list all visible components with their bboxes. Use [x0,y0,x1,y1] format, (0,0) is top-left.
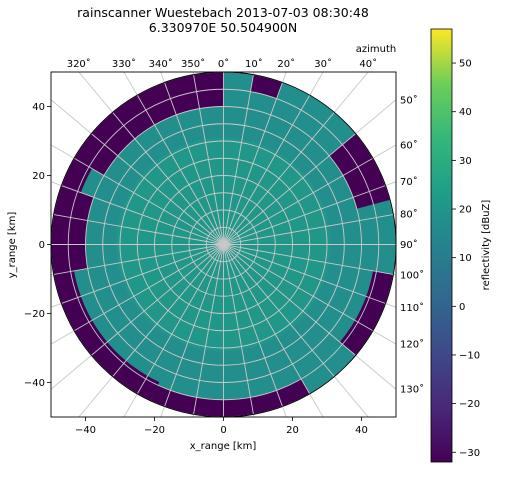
colorbar-tick-label: 40 [459,107,472,118]
azimuth-line-70 [223,181,396,245]
azimuth-line-280 [51,213,224,245]
azimuth-line-290 [51,181,224,245]
azimuth-line-80 [223,213,396,245]
azimuth-line-190 [192,244,224,417]
x-tick-label: 40 [355,425,368,436]
azimuth-line-210 [123,244,224,417]
azimuth-line-350 [192,72,224,245]
colorbar-tick-label: 0 [459,302,465,313]
x-tick-label: 0 [220,425,226,436]
azimuth-line-30 [223,72,324,245]
azimuth-label-top: 350˚ [181,58,205,70]
azimuth-line-200 [160,244,224,417]
azimuth-line-300 [51,144,224,245]
azimuth-labels-right: 50˚ 60˚ 70˚ 80˚ 90˚ 100˚ 110˚ 120˚ 130˚ [400,94,424,395]
colorbar: −30 −20 −10 0 10 20 30 40 50 reflectivity [dBuZ] [430,28,492,463]
azimuth-line-240 [51,244,224,345]
azimuth-line-120 [223,244,396,345]
x-tick-label: 20 [286,425,299,436]
colorbar-ticks: −30 −20 −10 0 10 20 30 40 50 [452,59,480,459]
azimuth-label-top: 330˚ [112,58,136,70]
azimuth-label-right: 60˚ [400,139,418,151]
y-tick-label: 0 [39,240,45,251]
no-echo-sector-4 [329,133,391,209]
y-axis: −40 −20 0 20 40 [24,102,51,389]
azimuth-labels-top: 320˚ 330˚ 340˚ 350˚ 0˚ 10˚ 20˚ 30˚ 40˚ [67,58,377,70]
azimuth-line-310 [51,99,224,245]
azimuth-line-260 [51,244,224,276]
azimuth-label-top: 340˚ [149,58,173,70]
azimuth-label-right: 130˚ [400,384,424,396]
y-tick-label: 40 [32,102,45,113]
colorbar-tick-label: −30 [459,448,480,459]
no-echo-sector-2 [150,378,310,417]
x-axis: −40 −20 0 20 40 [75,417,368,436]
no-echo-sector-6 [250,74,283,99]
azimuth-line-170 [223,244,255,417]
azimuth-line-40 [223,72,369,245]
colorbar-tick-label: 10 [459,253,472,264]
no-echo-sector-5 [339,270,394,356]
azimuth-line-110 [223,244,396,308]
azimuth-line-60 [223,144,396,245]
chart-title-line-2: 6.330970E 50.504900N [149,20,297,35]
azimuth-line-50 [223,99,396,245]
azimuth-label-top: 20˚ [277,58,295,70]
azimuth-label-top: 30˚ [314,58,332,70]
azimuth-line-20 [223,72,287,245]
azimuth-line-340 [160,72,224,245]
azimuth-label-top: 320˚ [67,58,91,70]
azimuth-line-230 [51,244,224,390]
azimuth-line-320 [78,72,224,245]
y-tick-label: −20 [24,309,45,320]
azimuth-label-top: 40˚ [359,58,377,70]
azimuth-label-right: 120˚ [400,339,424,351]
azimuth-label-right: 80˚ [400,209,418,221]
azimuth-line-100 [223,244,396,276]
azimuth-axis-title: azimuth [356,44,397,55]
azimuth-line-150 [223,244,324,417]
azimuth-label-right: 90˚ [400,239,418,251]
x-tick-label: −40 [75,425,96,436]
azimuth-line-10 [223,72,255,245]
colorbar-tick-label: 50 [459,59,472,70]
azimuth-line-220 [78,244,224,417]
azimuth-line-140 [223,244,369,417]
azimuth-line-130 [223,244,396,390]
colorbar-tick-label: −10 [459,350,480,361]
azimuth-label-top: 10˚ [245,58,263,70]
x-tick-label: −20 [144,425,165,436]
y-tick-label: 20 [32,171,45,182]
no-echo-sector-0 [74,72,224,176]
azimuth-line-250 [51,244,224,308]
azimuth-label-top: 0˚ [218,58,229,70]
y-tick-label: −40 [24,378,45,389]
colorbar-label: reflectivity [dBuZ] [481,200,492,291]
colorbar-gradient [430,28,453,463]
azimuth-label-right: 110˚ [400,302,424,314]
azimuth-label-right: 100˚ [400,269,424,281]
azimuth-label-right: 50˚ [400,94,418,106]
chart-title-line-1: rainscanner Wuestebach 2013-07-03 08:30:… [77,5,369,20]
colorbar-tick-label: −20 [459,399,480,410]
colorbar-tick-label: 20 [459,205,472,216]
azimuth-label-right: 70˚ [400,176,418,188]
x-axis-label: x_range [km] [190,441,257,452]
azimuth-line-330 [123,72,224,245]
colorbar-tick-label: 30 [459,156,472,167]
no-echo-sector-3 [51,185,94,275]
azimuth-line-160 [223,244,287,417]
y-axis-label: y_range [km] [7,212,18,279]
